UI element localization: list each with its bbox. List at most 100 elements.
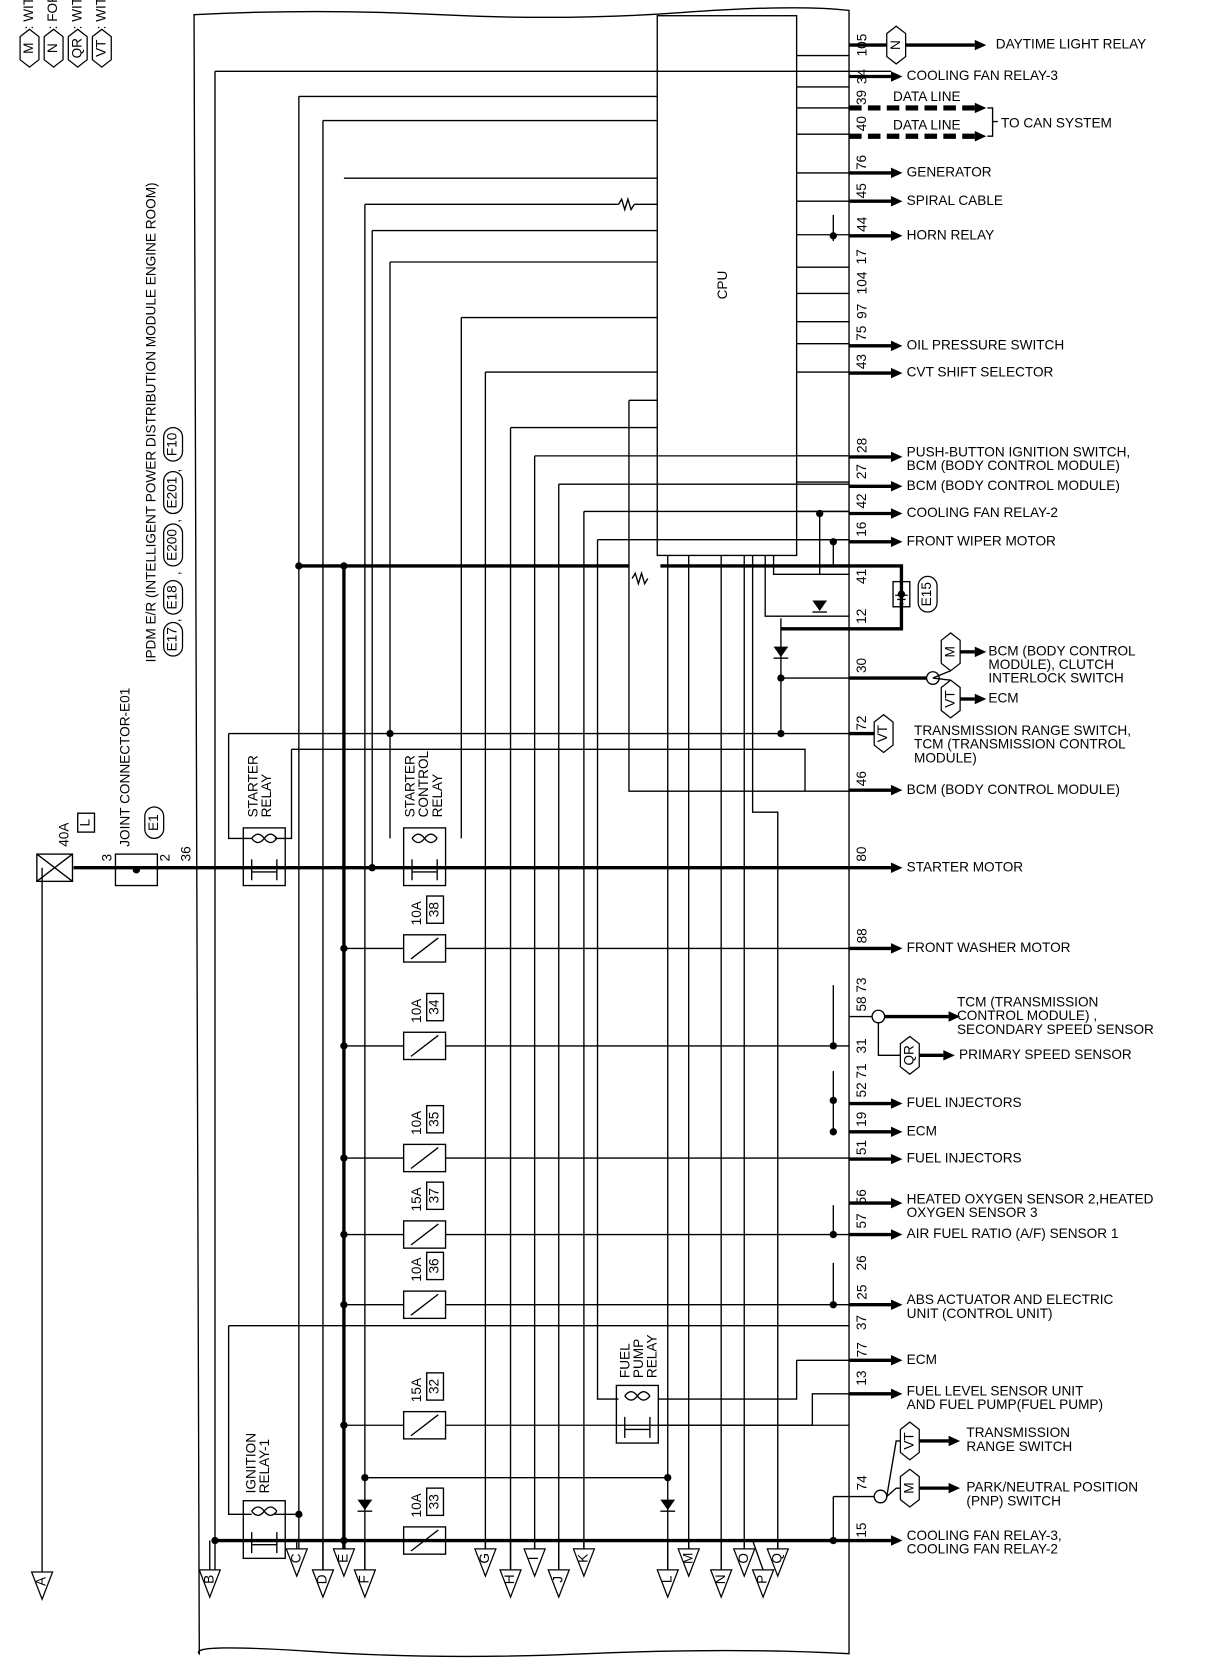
fuse xyxy=(402,1410,447,1440)
splice xyxy=(871,1009,886,1024)
junction xyxy=(132,866,141,874)
ground-box xyxy=(892,580,911,608)
separator: , xyxy=(168,469,183,473)
fuse xyxy=(402,1143,447,1173)
pin-number: 19 xyxy=(854,1112,869,1127)
output-label: INTERLOCK SWITCH xyxy=(988,671,1123,686)
relay-coil xyxy=(251,1506,278,1517)
pin-number: 75 xyxy=(854,326,869,341)
output-label: FUEL LEVEL SENSOR UNIT xyxy=(907,1383,1084,1398)
fuse-element xyxy=(410,1146,439,1170)
option-code: VT xyxy=(901,1432,916,1449)
pin-number: 25 xyxy=(854,1285,869,1300)
output-label: BCM (BODY CONTROL MODULE) xyxy=(907,478,1120,493)
option-code: VT xyxy=(875,725,890,742)
output-label: BCM (BODY CONTROL xyxy=(988,643,1136,658)
arrow-head xyxy=(974,130,987,142)
junction xyxy=(340,562,348,570)
terminal xyxy=(30,1571,54,1601)
splice xyxy=(873,1489,888,1504)
pin-number: 31 xyxy=(854,1038,869,1053)
pin-number: 73 xyxy=(854,978,869,993)
pin-number: 57 xyxy=(854,1213,869,1228)
output-label: HEATED OXYGEN SENSOR 2,HEATED xyxy=(907,1192,1154,1207)
terminal xyxy=(732,1548,756,1578)
arrow-head xyxy=(890,481,903,492)
option-badge xyxy=(67,28,88,68)
arrow-head xyxy=(890,784,903,796)
terminal xyxy=(353,1569,377,1599)
junction xyxy=(777,674,785,682)
arrow-head xyxy=(943,1050,955,1061)
fuse-number: L xyxy=(78,818,93,826)
option-badge xyxy=(899,1468,920,1508)
fuse xyxy=(402,1031,447,1061)
fuse-number: 34 xyxy=(427,999,442,1015)
output-label: STARTER MOTOR xyxy=(907,859,1024,874)
junction xyxy=(829,1128,837,1136)
separator: , xyxy=(168,519,183,523)
fuse-number: 37 xyxy=(427,1188,442,1203)
output-label: GENERATOR xyxy=(907,165,992,180)
pin-number: 12 xyxy=(854,609,869,624)
relay-label: RELAY-1 xyxy=(257,1439,272,1493)
option-code: M xyxy=(901,1482,916,1493)
module-title: IPDM E/R (INTELLIGENT POWER DISTRIBUTION… xyxy=(144,182,159,662)
connector-badge xyxy=(163,470,184,515)
terminal xyxy=(198,1569,222,1599)
pin-number: 39 xyxy=(854,90,869,105)
junction xyxy=(361,1473,369,1482)
fuse-number-box xyxy=(426,1251,445,1281)
output-label: FRONT WIPER MOTOR xyxy=(907,533,1056,548)
pin-number: 51 xyxy=(854,1140,869,1155)
terminal-letter: G xyxy=(477,1553,492,1564)
option-badge xyxy=(43,28,64,68)
terminal xyxy=(751,1569,775,1599)
arrow-head xyxy=(974,646,987,658)
option-code: N xyxy=(888,40,903,50)
terminal xyxy=(499,1569,522,1599)
output-label: BCM (BODY CONTROL MODULE) xyxy=(907,782,1120,797)
fuse-rating: 15A xyxy=(409,1377,424,1402)
output-label: MODULE), CLUTCH xyxy=(988,657,1114,672)
terminal xyxy=(332,1548,356,1578)
joint-connector-name: JOINT CONNECTOR-E01 xyxy=(118,688,133,847)
arrow-head xyxy=(948,1482,961,1494)
pin-number: 76 xyxy=(854,155,869,170)
connector-badge xyxy=(163,621,184,657)
output-label: COOLING FAN RELAY-3, xyxy=(907,1528,1062,1543)
connector-code: E17 xyxy=(165,627,180,651)
pin-number: 2 xyxy=(157,854,172,862)
terminal xyxy=(285,1548,309,1578)
arrow-head xyxy=(890,1535,903,1546)
junction xyxy=(777,729,785,738)
wire xyxy=(628,400,850,792)
pin-number: 30 xyxy=(854,657,869,673)
relay-label: CONTROL xyxy=(416,750,431,817)
arrow-head xyxy=(890,451,903,463)
wire xyxy=(751,555,779,1572)
output-label: MODULE) xyxy=(914,750,977,765)
terminal xyxy=(656,1569,680,1599)
diode xyxy=(773,646,789,658)
ground-symbol xyxy=(895,586,908,605)
relay-label: IGNITION xyxy=(243,1433,258,1494)
option-badge xyxy=(873,713,894,754)
relay-label: RELAY xyxy=(259,774,274,818)
pin-number: 71 xyxy=(854,1063,869,1078)
terminal-letter: B xyxy=(201,1575,216,1584)
fuse-rating: 15A xyxy=(409,1186,424,1211)
output-label: TRANSMISSION RANGE SWITCH, xyxy=(914,723,1131,738)
arrow-head xyxy=(890,862,903,873)
terminal xyxy=(572,1548,596,1578)
fuse-number-box xyxy=(426,1104,445,1134)
option-badge xyxy=(899,1035,920,1075)
fuse-rating: 10A xyxy=(409,998,424,1023)
relay-label: RELAY xyxy=(430,774,445,818)
output-label: TCM (TRANSMISSION CONTROL xyxy=(914,737,1126,752)
relay-switch xyxy=(251,859,278,881)
terminal-letter: Q xyxy=(769,1553,784,1564)
fuse-element xyxy=(410,1034,439,1057)
pin-number: 42 xyxy=(854,493,869,508)
relay-switch xyxy=(624,1416,651,1438)
